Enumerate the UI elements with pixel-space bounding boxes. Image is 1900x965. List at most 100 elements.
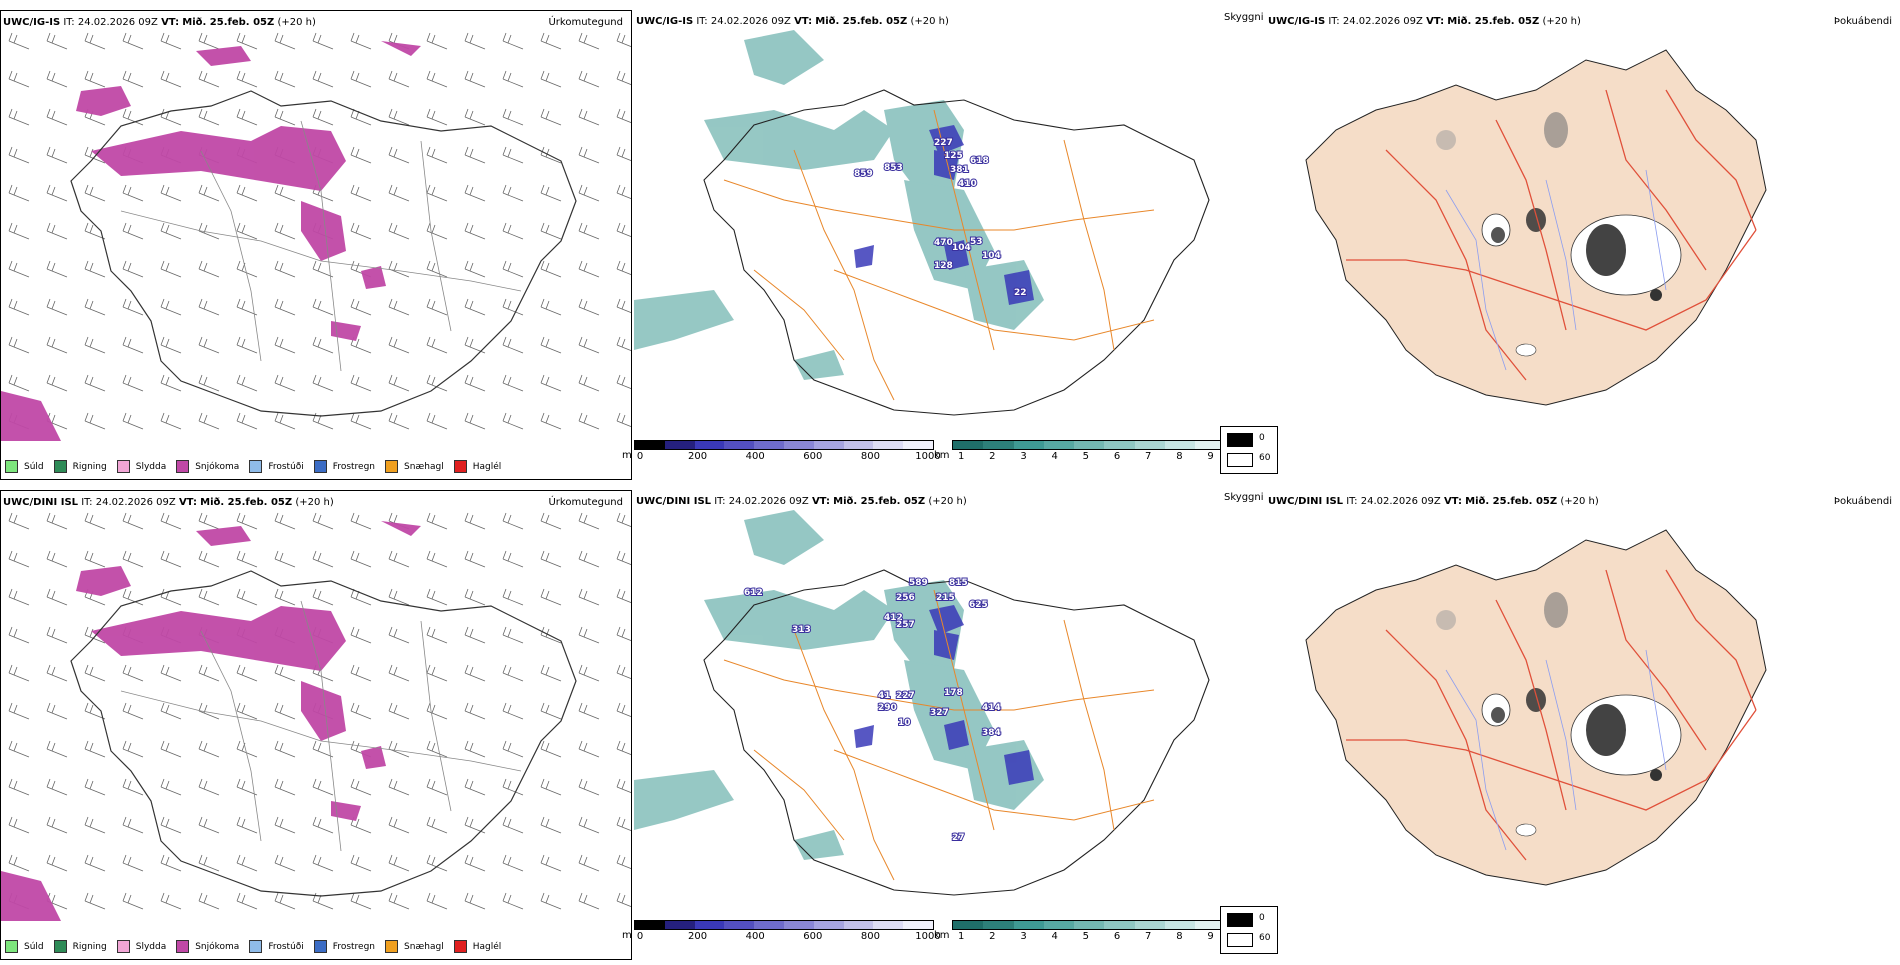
wind-barb xyxy=(84,374,106,392)
wind-barb xyxy=(578,778,600,796)
wind-barb xyxy=(426,854,448,872)
wind-barb xyxy=(160,412,182,430)
wind-barb xyxy=(464,222,486,240)
it-value: 24.02.2026 09Z xyxy=(77,17,158,28)
wind-barb xyxy=(160,32,182,50)
it-label: IT: xyxy=(714,496,726,507)
ceiling-value-label: 414 xyxy=(982,703,1001,713)
vt-value: Mið. 25.feb. 05Z xyxy=(833,496,926,507)
wind-barb xyxy=(198,740,220,758)
wind-barb xyxy=(198,70,220,88)
it-label: IT: xyxy=(696,16,708,27)
wind-barb xyxy=(388,702,410,720)
legend-item: Snæhagl xyxy=(385,940,444,953)
ceiling-ticks: 0 200 400 600 800 1000 xyxy=(634,451,941,463)
wind-barb xyxy=(122,184,144,202)
fog-index-panel: UWC/IG-IS IT: 24.02.2026 09Z VT: Mið. 25… xyxy=(1220,10,1900,480)
lead-time: (+20 h) xyxy=(928,496,967,507)
wind-barb xyxy=(426,588,448,606)
ceiling-value-label: 104 xyxy=(952,243,971,253)
wind-barb xyxy=(578,32,600,50)
wind-barb xyxy=(274,336,296,354)
wind-barb xyxy=(616,70,631,86)
visibility-tick: 3 xyxy=(1020,931,1027,942)
visibility-ticks: 12345678910 xyxy=(952,931,1257,943)
visibility-unit: km xyxy=(934,930,950,941)
wind-barb xyxy=(274,32,296,50)
wind-barb xyxy=(274,778,296,796)
ceiling-value-label: 41 xyxy=(878,691,891,701)
low-ceiling-areas xyxy=(854,605,1034,785)
wind-barb xyxy=(122,108,144,126)
wind-barb xyxy=(540,32,562,50)
wind-barb xyxy=(84,816,106,834)
wind-barb xyxy=(464,336,486,354)
legend-swatch xyxy=(53,940,67,953)
legend-item: Frostúði xyxy=(249,460,304,473)
wind-barb xyxy=(426,184,448,202)
wind-barb xyxy=(578,740,600,758)
wind-barb xyxy=(122,664,144,682)
ceiling-value-label: 412 xyxy=(884,613,903,623)
wind-barb xyxy=(160,512,182,530)
wind-barb xyxy=(46,816,68,834)
ceiling-value-label: 853 xyxy=(884,163,903,173)
ceiling-value-label: 313 xyxy=(792,625,811,635)
wind-barb xyxy=(236,32,258,50)
wind-barb xyxy=(198,854,220,872)
legend-swatch xyxy=(249,460,263,473)
wind-barb xyxy=(46,550,68,568)
wind-barb xyxy=(160,70,182,88)
visibility-tick: 9 xyxy=(1207,931,1214,942)
wind-barb xyxy=(350,778,372,796)
wind-barb xyxy=(8,184,30,202)
wind-barb xyxy=(464,664,486,682)
wind-barb xyxy=(198,336,220,354)
wind-barb xyxy=(84,336,106,354)
ceiling-value-label: 470 xyxy=(934,238,953,248)
wind-barb xyxy=(426,626,448,644)
wind-barb xyxy=(388,778,410,796)
ceiling-tick: 200 xyxy=(688,931,708,942)
model-name: UWC/IG-IS xyxy=(1268,16,1326,27)
fog-index-panel: UWC/DINI ISL IT: 24.02.2026 09Z VT: Mið.… xyxy=(1220,490,1900,960)
wind-barb xyxy=(388,892,410,910)
iceland-outline xyxy=(70,90,577,417)
wind-barb xyxy=(236,298,258,316)
ceiling-value-label: 27 xyxy=(952,833,965,843)
wind-barb xyxy=(426,374,448,392)
wind-barb xyxy=(84,550,106,568)
wind-barb xyxy=(578,222,600,240)
wind-barb xyxy=(616,32,631,48)
rivers xyxy=(1445,649,1667,851)
wind-barb xyxy=(122,588,144,606)
visibility-tick: 9 xyxy=(1207,451,1214,462)
wind-barb xyxy=(122,222,144,240)
wind-barb xyxy=(8,298,30,316)
wind-barb xyxy=(46,298,68,316)
ceiling-value-label: 22 xyxy=(1014,288,1027,298)
wind-barb xyxy=(122,702,144,720)
wind-barb xyxy=(84,664,106,682)
wind-barb xyxy=(46,260,68,278)
wind-barb xyxy=(160,778,182,796)
visibility-areas xyxy=(634,510,1044,860)
wind-barb xyxy=(540,298,562,316)
roads-orange xyxy=(723,109,1155,401)
legend-item: Slydda xyxy=(116,460,166,473)
wind-barb xyxy=(8,550,30,568)
legend-item: Snæhagl xyxy=(385,460,444,473)
wind-barb xyxy=(616,854,631,870)
rivers xyxy=(1445,169,1667,371)
wind-barb xyxy=(540,222,562,240)
visibility-unit: km xyxy=(934,450,950,461)
wind-barb xyxy=(198,512,220,530)
roads xyxy=(120,600,522,852)
wind-barb xyxy=(426,70,448,88)
wind-barb xyxy=(502,222,524,240)
it-label: IT: xyxy=(81,497,93,508)
wind-barb xyxy=(540,108,562,126)
wind-barb xyxy=(388,222,410,240)
lead-time: (+20 h) xyxy=(295,497,334,508)
